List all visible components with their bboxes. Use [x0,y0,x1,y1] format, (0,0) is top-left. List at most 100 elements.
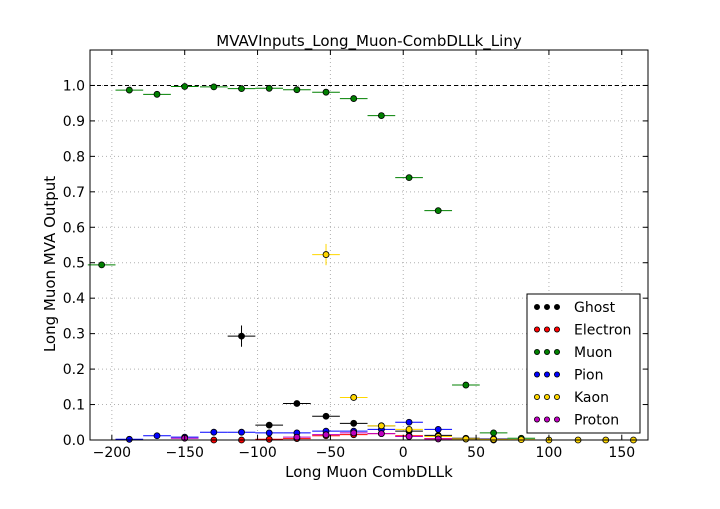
y-axis-label: Long Muon MVA Output [41,176,59,352]
y-tick-label: 0.7 [63,185,85,201]
data-point [210,428,218,436]
legend-marker [534,348,541,355]
data-point [434,425,442,433]
legend-marker [554,303,561,310]
plot-frame [89,49,649,441]
legend-marker [554,416,561,423]
y-tick-label: 0.4 [63,291,85,307]
data-marks [87,83,648,444]
y-tick-label: 0.9 [63,114,85,130]
legend-item-kaon: Kaon [534,390,609,406]
legend: Ghost Electron Muon Pion Kaon Proton [526,293,641,434]
data-point [98,261,106,269]
legend-items: Ghost Electron Muon Pion Kaon Proton [534,300,631,429]
legend-item-muon: Muon [534,345,612,361]
data-point [238,332,245,340]
legend-marker [544,416,551,423]
y-tick-label: 0.2 [63,362,85,378]
data-point [490,435,497,443]
data-point [153,90,161,98]
data-point [405,425,413,433]
legend-marker [534,371,541,378]
data-point [293,433,301,441]
legend-marker [544,326,551,333]
legend-marker [554,348,561,355]
legend-marker [544,393,551,400]
data-point [181,83,189,90]
legend-marker [554,371,561,378]
y-tick-label: 0.6 [63,220,85,236]
legend-item-proton: Proton [534,413,619,429]
data-point [238,428,245,436]
data-point [322,88,330,96]
legend-marker [534,303,541,310]
data-point [434,207,442,215]
chart-title: MVAVInputs_Long_Muon-CombDLLk_Liny [216,32,522,51]
axis-ticks: −200 −150 −100 −50 0 50 100 150 0.0 0.1 0.2 0.3 0.4 0… [63,50,648,461]
data-point [462,435,470,443]
y-tick-label: 0.8 [63,149,85,165]
data-point [462,381,470,389]
data-point [405,433,413,440]
data-point [153,432,161,440]
series-muon [87,83,536,442]
data-point [350,95,358,102]
data-point [322,431,330,439]
data-point [322,251,330,258]
data-point [265,84,273,92]
legend-box [526,293,641,434]
legend-marker [534,326,541,333]
data-point [265,421,273,429]
x-tick-label: 0 [399,445,408,461]
data-point [434,435,442,443]
x-tick-label: −50 [316,445,346,461]
data-point [377,112,385,119]
data-point [265,435,273,443]
legend-label: Proton [574,413,619,429]
legend-marker [534,416,541,423]
data-point [293,86,301,94]
y-tick-label: 0.0 [63,433,85,449]
data-point [405,418,413,426]
x-axis-label: Long Muon CombDLLk [285,463,453,481]
x-tick-label: 100 [536,445,563,461]
legend-label: Pion [574,368,603,384]
y-tick-label: 0.1 [63,398,85,414]
data-point [377,422,385,430]
data-point [490,429,497,437]
y-tick-label: 0.3 [63,327,85,343]
x-tick-label: −200 [93,445,131,461]
data-point [238,85,245,93]
legend-marker [554,326,561,333]
legend-label: Kaon [574,390,609,406]
data-point [377,430,385,438]
data-point [265,429,273,437]
legend-label: Electron [574,323,631,339]
x-tick-label: 150 [608,445,635,461]
legend-marker [534,393,541,400]
legend-item-electron: Electron [534,323,631,339]
legend-label: Ghost [574,300,616,316]
data-point [293,400,301,407]
data-point [350,419,358,427]
legend-label: Muon [574,345,612,361]
data-point [322,412,330,420]
y-tick-label: 1.0 [63,78,85,94]
data-point [210,83,218,91]
legend-item-ghost: Ghost [534,300,616,316]
legend-marker [554,393,561,400]
x-tick-label: −150 [165,445,203,461]
data-point [350,394,358,401]
legend-marker [544,303,551,310]
legend-item-pion: Pion [534,368,603,384]
data-point [405,174,413,182]
data-point [125,435,133,443]
data-point [125,86,133,94]
y-tick-label: 0.5 [63,256,85,272]
legend-marker [544,348,551,355]
series-proton [170,429,453,443]
x-tick-label: 50 [467,445,485,461]
data-point [350,429,358,437]
